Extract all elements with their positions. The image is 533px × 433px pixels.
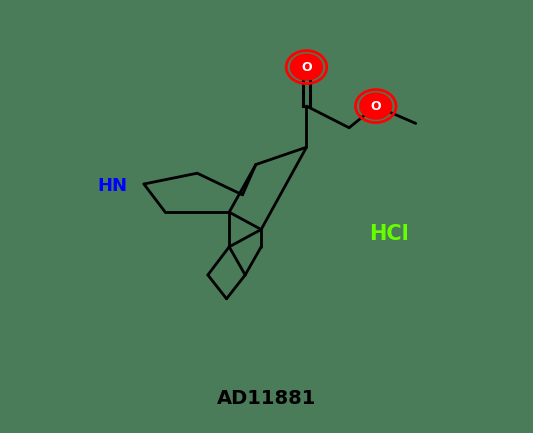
Text: HCl: HCl — [369, 224, 409, 244]
Circle shape — [290, 54, 322, 80]
Text: O: O — [301, 61, 312, 74]
Text: AD11881: AD11881 — [217, 389, 316, 408]
Circle shape — [360, 93, 392, 119]
Text: HN: HN — [97, 177, 127, 195]
Text: O: O — [370, 100, 381, 113]
